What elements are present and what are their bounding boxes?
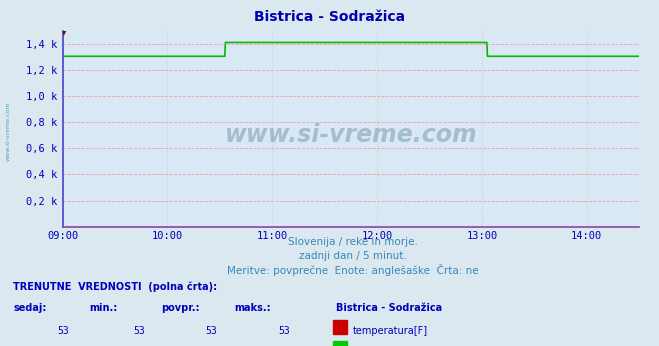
Text: www.si-vreme.com: www.si-vreme.com: [225, 123, 477, 147]
Text: 53: 53: [133, 326, 145, 336]
Text: povpr.:: povpr.:: [161, 303, 200, 313]
Text: Bistrica - Sodražica: Bistrica - Sodražica: [336, 303, 442, 313]
Text: TRENUTNE  VREDNOSTI  (polna črta):: TRENUTNE VREDNOSTI (polna črta):: [13, 282, 217, 292]
Text: sedaj:: sedaj:: [13, 303, 47, 313]
Text: Slovenija / reke in morje.: Slovenija / reke in morje.: [287, 237, 418, 247]
Text: 53: 53: [57, 326, 69, 336]
Text: Meritve: povprečne  Enote: anglešaške  Črta: ne: Meritve: povprečne Enote: anglešaške Črt…: [227, 264, 478, 276]
Text: Bistrica - Sodražica: Bistrica - Sodražica: [254, 10, 405, 24]
Text: zadnji dan / 5 minut.: zadnji dan / 5 minut.: [299, 251, 407, 261]
Text: www.si-vreme.com: www.si-vreme.com: [5, 102, 11, 161]
Text: 53: 53: [206, 326, 217, 336]
Text: maks.:: maks.:: [234, 303, 271, 313]
Text: temperatura[F]: temperatura[F]: [353, 326, 428, 336]
Text: min.:: min.:: [89, 303, 117, 313]
Text: 53: 53: [278, 326, 290, 336]
